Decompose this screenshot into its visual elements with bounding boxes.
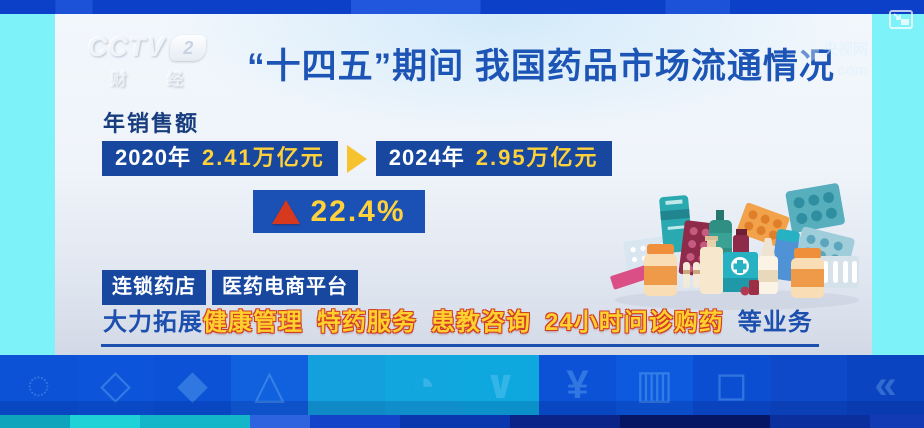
screen-switch-icon [889, 10, 913, 29]
left-cyan-strip [0, 14, 55, 355]
highlight-patient-education: 患教咨询 [431, 309, 531, 336]
decor-cell: △ [231, 355, 308, 415]
decor-cell: ▥ [616, 355, 693, 415]
highlight-24h-consultation: 24小时问诊购药 [545, 309, 724, 336]
annual-sales-label: 年销售额 [103, 111, 200, 136]
channel-subtitle: 财 经 [110, 72, 202, 89]
page-title: “十四五”期间 我国药品市场流通情况 [247, 47, 835, 86]
year-2024-label: 2024年 [388, 145, 465, 170]
channel-tags-row: 连锁药店 医药电商平台 [102, 270, 358, 305]
bottom-color-strip [0, 415, 924, 428]
top-decor-band [0, 0, 924, 14]
medicines-illustration [610, 183, 859, 310]
expansion-prefix: 大力拓展 [103, 309, 203, 336]
highlight-specialty-drug-service: 特药服务 [317, 309, 417, 336]
expansion-suffix: 等业务 [737, 309, 813, 336]
sales-2020-box: 2020年 2.41万亿元 [102, 141, 338, 176]
channel-logo-text: CCTV [87, 32, 166, 62]
decor-cell [770, 355, 847, 415]
decor-cell: « [847, 355, 924, 415]
tag-chain-pharmacy: 连锁药店 [102, 270, 206, 305]
infographic-card: CCTV 2 财 经 “十四五”期间 我国药品市场流通情况 央视网 com 年销… [55, 14, 872, 355]
channel-number-badge: 2 [170, 34, 207, 61]
watermark: 央视网 com [794, 38, 868, 80]
sales-comparison-row: 2020年 2.41万亿元 2024年 2.95万亿元 [102, 141, 612, 176]
decor-cell: ◔ [385, 355, 462, 415]
bottom-decor-band: ◌ ◇ ◆ △ ◔ ∨ ¥ ▥ ◻ « [0, 355, 924, 415]
growth-badge: 22.4% [253, 190, 425, 233]
decor-cell: ◆ [154, 355, 231, 415]
tag-pharma-ecommerce: 医药电商平台 [212, 270, 358, 305]
value-2020: 2.41万亿元 [201, 145, 325, 170]
decor-cell [308, 355, 385, 415]
up-triangle-icon [272, 199, 301, 224]
decor-cell: ¥ [539, 355, 616, 415]
growth-value: 22.4% [310, 194, 406, 228]
highlight-health-management: 健康管理 [203, 309, 303, 336]
decor-cell: ∨ [462, 355, 539, 415]
year-2020-label: 2020年 [115, 145, 191, 170]
value-2024: 2.95万亿元 [475, 145, 599, 170]
business-expansion-line: 大力拓展健康管理 特药服务 患教咨询 24小时问诊购药 等业务 [101, 302, 819, 347]
watermark-site: 央视网 [822, 41, 868, 58]
decor-cell: ◇ [77, 355, 154, 415]
arrow-right-icon [346, 144, 367, 173]
sales-2024-box: 2024年 2.95万亿元 [375, 141, 612, 176]
decor-cell: ◌ [0, 355, 77, 415]
decor-cell: ◻ [693, 355, 770, 415]
watermark-domain: com [837, 62, 868, 79]
cctv2-channel-logo: CCTV 2 财 经 [61, 32, 233, 90]
watermark-logo-icon [794, 38, 819, 62]
right-cyan-strip [872, 14, 924, 355]
